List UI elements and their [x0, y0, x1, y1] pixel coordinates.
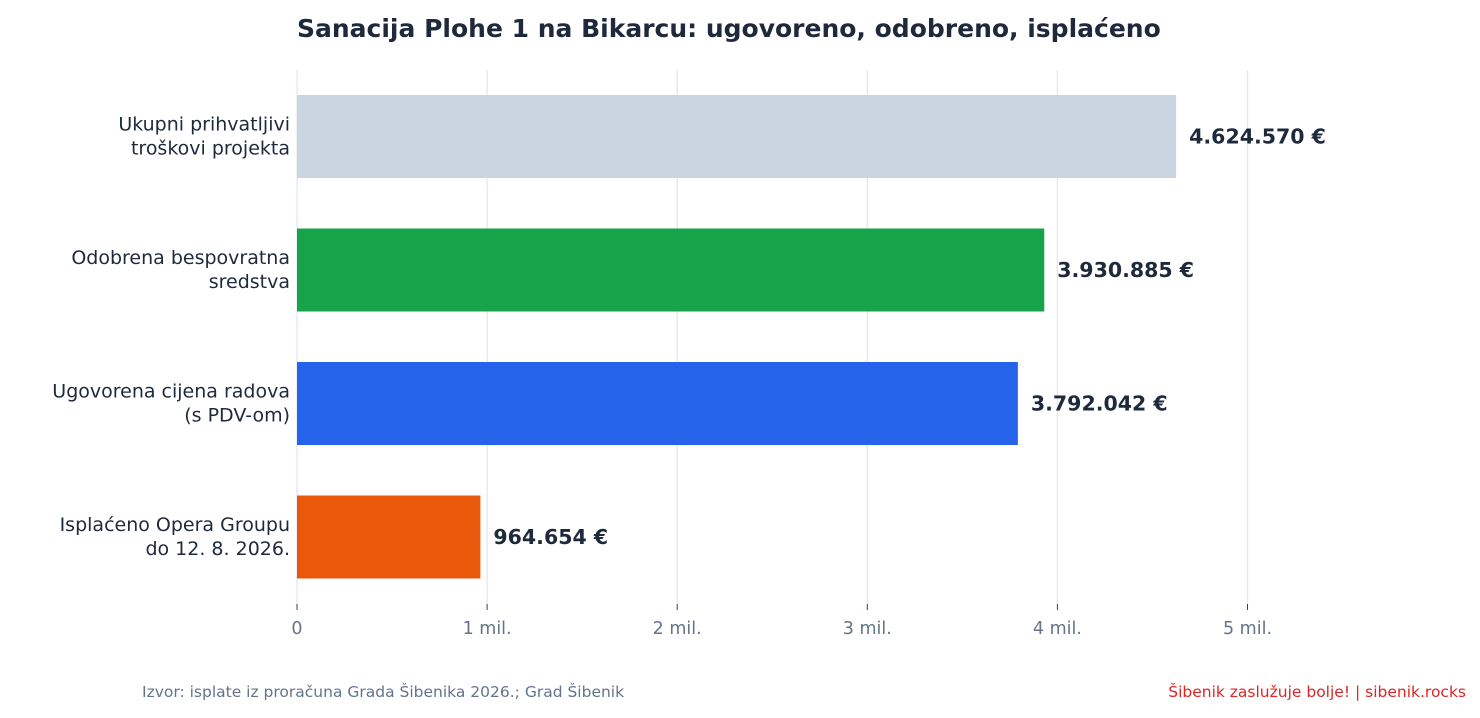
value-label: 3.930.885 €	[1057, 258, 1194, 282]
source-note: Izvor: isplate iz proračuna Grada Šibeni…	[142, 683, 625, 701]
category-label: sredstva	[209, 271, 290, 293]
category-label: Odobrena bespovratna	[71, 247, 290, 269]
x-tick-label: 4 mil.	[1033, 619, 1082, 639]
bar	[297, 362, 1018, 445]
x-tick-label: 3 mil.	[843, 619, 892, 639]
bars	[297, 95, 1177, 579]
category-label: Ukupni prihvatljivi	[118, 114, 290, 136]
category-label: Ugovorena cijena radova	[52, 381, 290, 403]
chart-title: Sanacija Plohe 1 na Bikarcu: ugovoreno, …	[297, 14, 1161, 43]
bar	[297, 495, 481, 579]
category-label: Isplaćeno Opera Groupu	[60, 514, 290, 536]
x-tick-label: 2 mil.	[653, 619, 702, 639]
x-tick-label: 1 mil.	[463, 619, 512, 639]
x-tick-label: 5 mil.	[1223, 619, 1272, 639]
bar	[297, 228, 1045, 312]
value-label: 964.654 €	[493, 525, 608, 549]
value-label: 3.792.042 €	[1031, 392, 1168, 416]
value-labels: 4.624.570 € 3.930.885 € 3.792.042 € 964.654…	[493, 125, 1326, 550]
value-label: 4.624.570 €	[1189, 125, 1326, 149]
bar	[297, 95, 1177, 178]
category-label: troškovi projekta	[131, 138, 290, 160]
credit-link[interactable]: Šibenik zaslužuje bolje! | sibenik.rocks	[1168, 683, 1466, 701]
category-label: do 12. 8. 2026.	[145, 538, 290, 560]
category-label: (s PDV-om)	[184, 405, 290, 427]
x-axis: 0 1 mil. 2 mil. 3 mil. 4 mil. 5 mil.	[291, 604, 1272, 639]
x-tick-label: 0	[291, 619, 302, 639]
